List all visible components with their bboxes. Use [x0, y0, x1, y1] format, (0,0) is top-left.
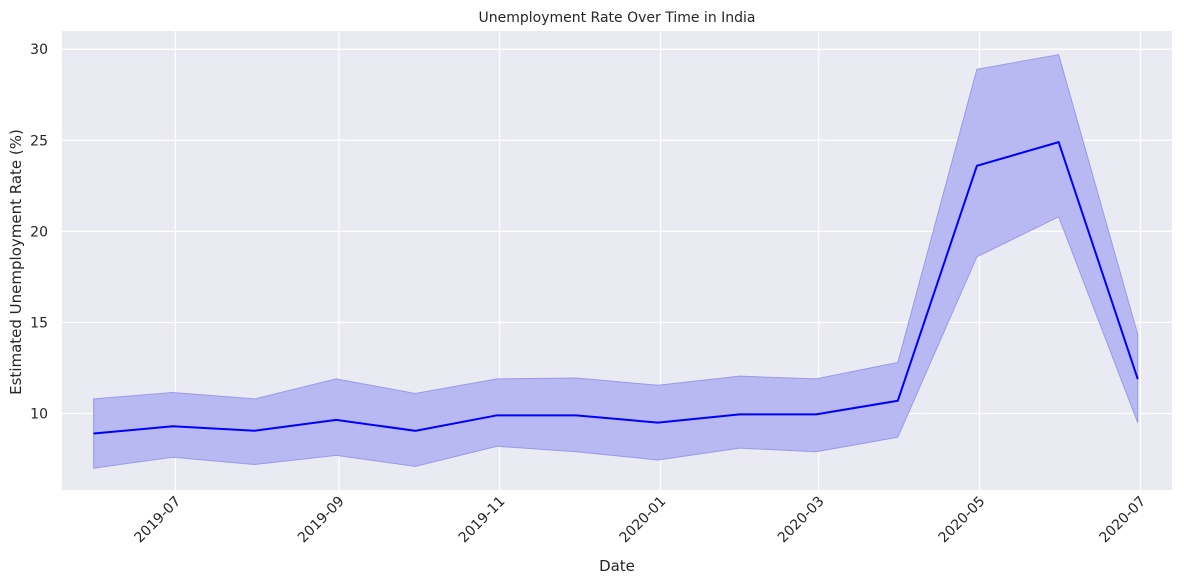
x-tick-label: 2020-05 — [936, 494, 989, 547]
x-tick-label: 2019-07 — [132, 494, 185, 547]
x-tick-label: 2019-11 — [456, 494, 509, 547]
y-tick-label: 25 — [30, 133, 48, 149]
data-point — [897, 400, 899, 402]
data-point — [172, 425, 174, 427]
y-tick-label: 30 — [30, 42, 48, 58]
x-axis-ticks: 2019-07 2019-09 2019-11 2020-01 2020-03 2020-… — [132, 494, 1150, 547]
data-point — [976, 165, 978, 167]
y-axis-ticks: 10 15 20 25 30 — [30, 42, 48, 422]
data-point — [657, 422, 659, 424]
x-tick-label: 2020-03 — [775, 494, 828, 547]
data-point — [739, 413, 741, 415]
y-axis-label: Estimated Unemployment Rate (%) — [7, 129, 25, 395]
x-tick-label: 2020-01 — [617, 494, 670, 547]
data-point — [1137, 378, 1139, 380]
x-axis-label: Date — [599, 557, 635, 575]
y-tick-label: 10 — [30, 407, 48, 423]
data-point — [496, 414, 498, 416]
y-tick-label: 20 — [30, 224, 48, 240]
chart-title: Unemployment Rate Over Time in India — [478, 10, 755, 26]
data-points — [93, 141, 1139, 435]
data-point — [1058, 141, 1060, 143]
unemployment-series-line — [93, 140, 1139, 435]
data-point — [575, 414, 577, 416]
data-point — [335, 419, 337, 421]
data-point — [815, 413, 817, 415]
x-tick-label: 2019-09 — [295, 494, 348, 547]
data-point — [253, 430, 255, 432]
y-tick-label: 15 — [30, 315, 48, 331]
x-tick-label: 2020-07 — [1097, 494, 1150, 547]
data-point — [414, 430, 416, 432]
data-point — [93, 433, 95, 435]
